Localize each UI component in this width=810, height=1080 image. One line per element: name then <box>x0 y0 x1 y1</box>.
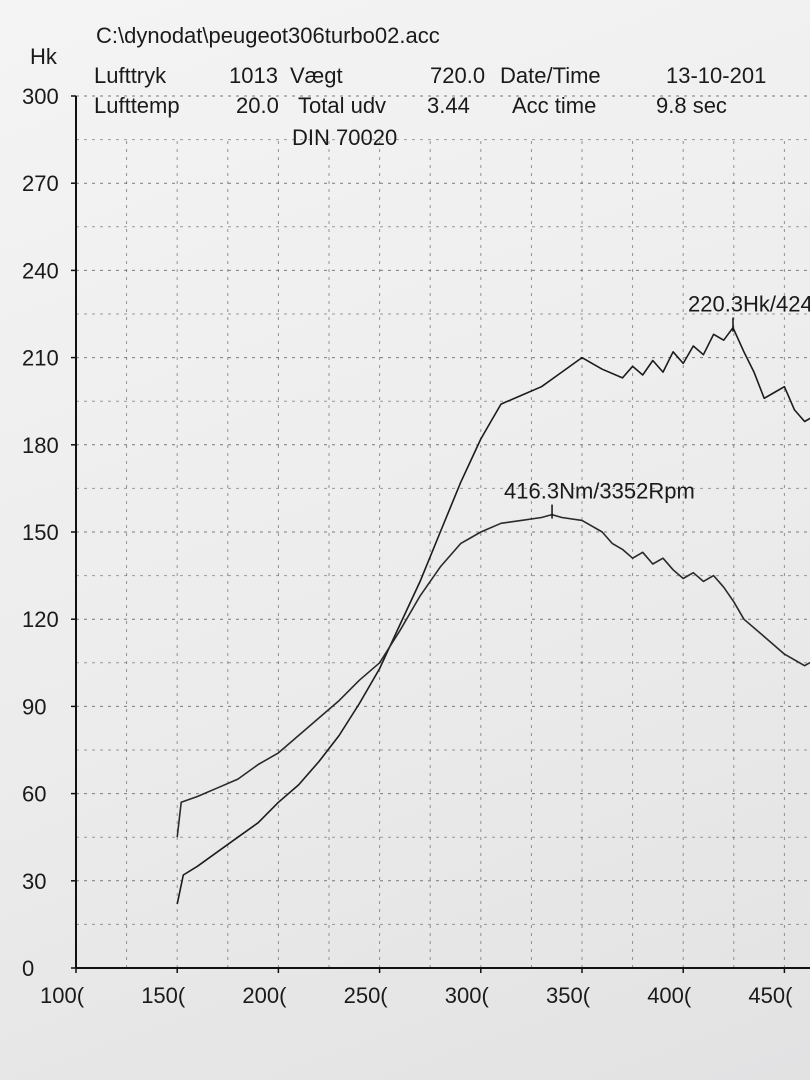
x-tick-label: 100( <box>40 983 85 1008</box>
vaegt-label: Vægt <box>290 63 343 88</box>
x-tick-label: 450( <box>748 983 793 1008</box>
total-udv-value: 3.44 <box>427 93 470 118</box>
series-line-hk <box>176 326 810 905</box>
vaegt-value: 720.0 <box>430 63 486 88</box>
y-tick-label: 90 <box>22 694 46 719</box>
lufttryk-value: 1013 <box>229 63 278 88</box>
x-tick-label: 250( <box>344 983 389 1008</box>
acc-time-label: Acc time <box>512 93 597 118</box>
y-tick-label: 60 <box>22 782 46 807</box>
y-tick-label: 180 <box>22 433 59 458</box>
datetime-value: 13-10-201 <box>666 63 767 88</box>
y-tick-label: 0 <box>22 956 34 981</box>
x-tick-label: 200( <box>242 983 287 1008</box>
y-axis-label: Hk <box>30 44 58 69</box>
total-udv-label: Total udv <box>298 93 387 118</box>
y-tick-label: 240 <box>22 258 59 283</box>
acc-time-value: 9.8 sec <box>656 93 727 118</box>
peak-annotation-label: 416.3Nm/3352Rpm <box>504 479 695 504</box>
y-tick-label: 30 <box>22 869 46 894</box>
x-tick-label: 350( <box>546 983 591 1008</box>
peak-annotation-label: 220.3Hk/4246Rpm <box>688 292 810 317</box>
file-path: C:\dynodat\peugeot306turbo02.acc <box>96 23 440 48</box>
grid <box>76 95 810 968</box>
y-tick-label: 300 <box>22 84 59 109</box>
lufttryk-label: Lufttryk <box>94 63 167 88</box>
y-tick-labels: 0 30 60 90 120 150 180 210 240 270 300 <box>22 84 59 981</box>
y-tick-label: 210 <box>22 346 59 371</box>
x-tick-labels: 100(150(200(250(300(350(400(450(500(550(… <box>40 983 793 1008</box>
y-tick-label: 150 <box>22 520 59 545</box>
din-standard: DIN 70020 <box>292 125 398 150</box>
y-tick-label: 270 <box>22 171 59 196</box>
axes <box>71 95 810 973</box>
series-lines <box>176 326 810 905</box>
datetime-label: Date/Time <box>500 63 601 88</box>
peak-annotations: 220.3Hk/4246Rpm 416.3Nm/3352Rpm <box>504 292 810 519</box>
lufttemp-label: Lufttemp <box>94 93 180 118</box>
lufttemp-value: 20.0 <box>236 93 279 118</box>
x-tick-label: 150( <box>141 983 186 1008</box>
x-tick-label: 300( <box>445 983 490 1008</box>
y-tick-label: 120 <box>22 607 59 632</box>
series-line-nm <box>176 513 810 838</box>
x-tick-label: 400( <box>647 983 692 1008</box>
